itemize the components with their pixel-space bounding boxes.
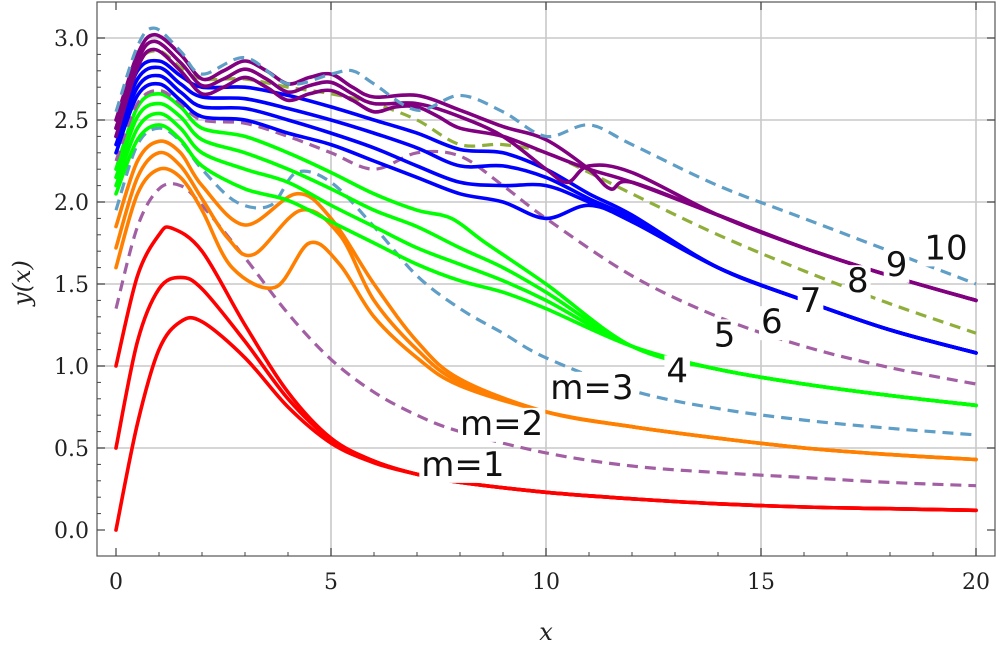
series-18-line (114, 49, 977, 335)
curve-label-m3: m=3 (548, 368, 636, 408)
y-tick-label: 0.0 (54, 519, 89, 544)
series-22-line (114, 26, 977, 286)
series-17-line (114, 58, 978, 355)
curve-label-background (883, 248, 910, 283)
x-tick-label: 0 (109, 570, 123, 595)
curve-label-background (711, 319, 738, 354)
series-4-line (114, 182, 977, 488)
curve-label-text: 4 (666, 351, 688, 391)
curve-labels: m=1m=2m=3 45 67 8 9 10 (419, 228, 970, 485)
series-7-line (114, 139, 978, 462)
series-21-line (114, 32, 978, 303)
curve-label-m2: m=2 (458, 404, 546, 444)
curve-label-text: 8 (847, 261, 869, 301)
y-tick-label: 2.0 (54, 191, 89, 216)
series-3-line (114, 225, 978, 513)
x-axis-label: x (539, 618, 553, 646)
curve-label-text: m=3 (550, 368, 633, 408)
curve-label-background (845, 265, 871, 300)
curve-label-background (922, 232, 970, 267)
grid (97, 2, 995, 556)
series-20-line (114, 39, 978, 303)
x-tick-label: 20 (962, 570, 990, 595)
y-tick-label: 1.0 (54, 355, 89, 380)
y-axis-label: y(x) (8, 260, 36, 307)
curve-label-background (797, 284, 824, 319)
curve-label-text: m=2 (460, 404, 543, 444)
x-tick-label: 5 (324, 570, 338, 595)
curve-label-background (419, 448, 507, 483)
curve-label-text: 6 (761, 302, 783, 342)
curve-label-text: m=1 (421, 445, 504, 485)
curve-label-text: 10 (924, 228, 967, 268)
curve-label-10: 10 (922, 228, 970, 268)
ticks: 0 5 10 15 20 0.0 0.5 1.0 1.5 2.0 2.5 3.0 (54, 2, 995, 595)
curves (114, 26, 978, 532)
curve-label-background (664, 355, 691, 390)
curve-label-text: 9 (886, 245, 908, 285)
curve-label-background (458, 407, 546, 442)
curve-label-4: 4 (664, 351, 691, 391)
curve-label-8: 8 (845, 261, 871, 301)
y-tick-label: 1.5 (54, 273, 89, 298)
curve-label-7: 7 (797, 281, 824, 321)
curve-label-9: 9 (883, 245, 910, 285)
curve-label-background (759, 306, 785, 341)
curve-label-text: 7 (800, 281, 822, 321)
curve-label-background (548, 371, 636, 406)
curve-label-5: 5 (711, 315, 738, 355)
y-tick-label: 3.0 (54, 27, 89, 52)
y-tick-label: 2.5 (54, 109, 89, 134)
x-tick-label: 15 (747, 570, 775, 595)
curve-label-6: 6 (759, 302, 785, 342)
y-tick-label: 0.5 (54, 437, 89, 462)
curve-label-text: 5 (714, 315, 736, 355)
x-tick-label: 10 (532, 570, 560, 595)
series-12-line (114, 92, 978, 408)
curve-label-m1: m=1 (419, 445, 507, 485)
